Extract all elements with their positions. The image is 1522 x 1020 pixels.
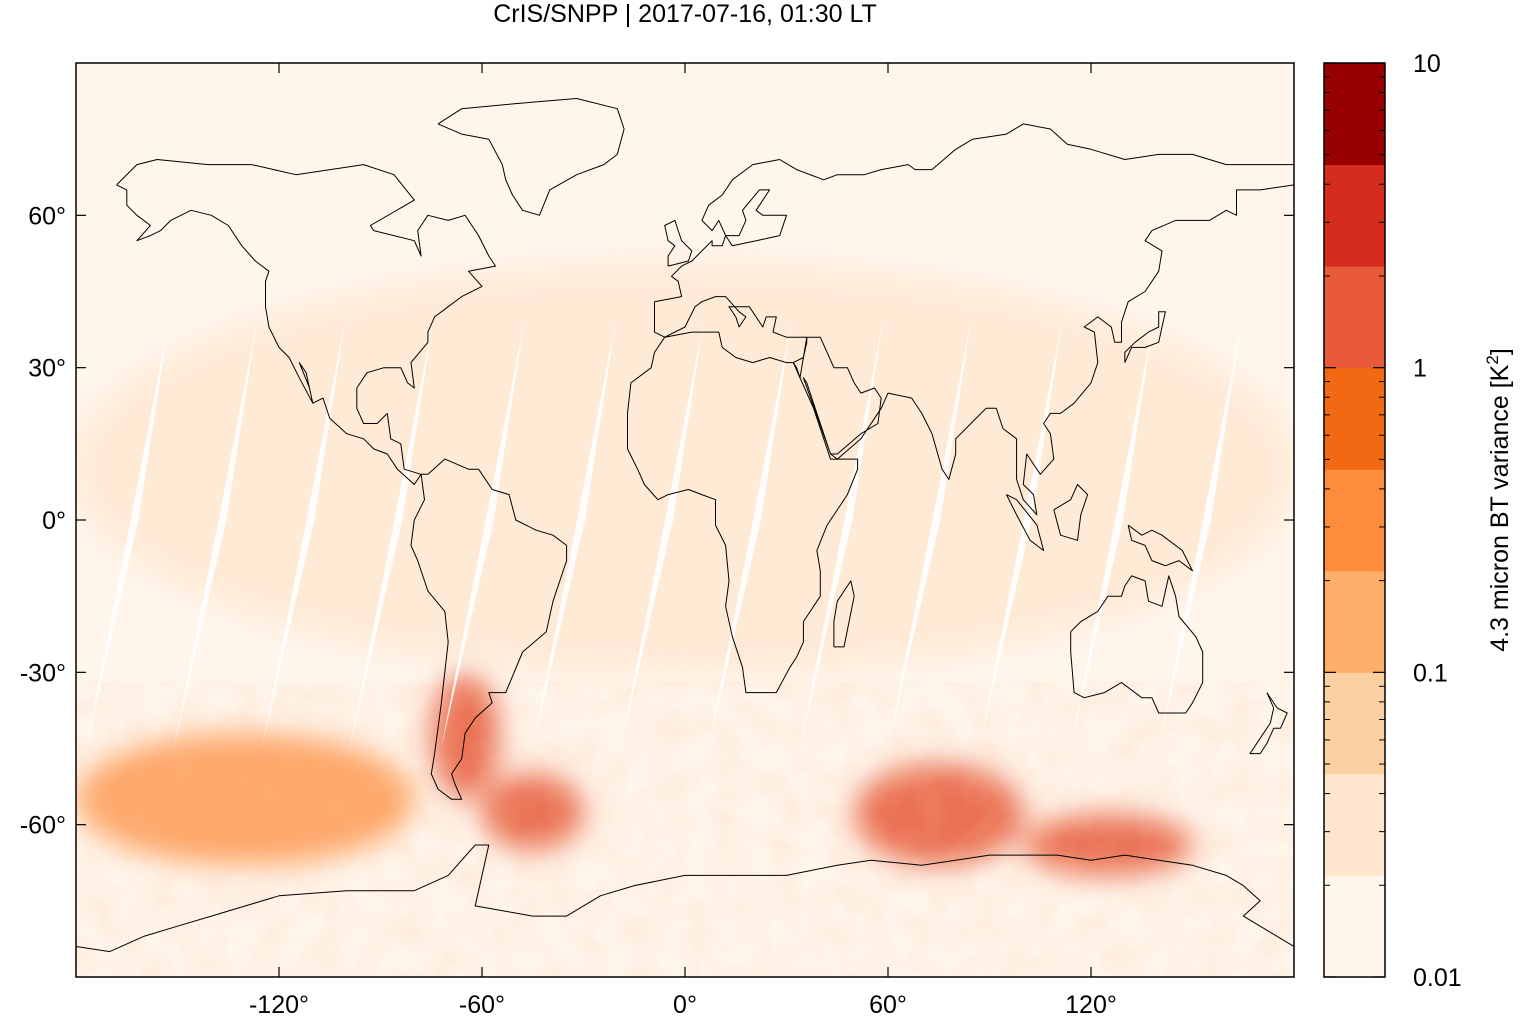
map-area: [76, 63, 1294, 977]
coastline: [1070, 575, 1204, 714]
x-tick-label: 60°: [869, 991, 907, 1019]
colorbar-band: [1324, 266, 1385, 369]
colorbar-frame: [1323, 62, 1386, 978]
coastline: [437, 98, 625, 216]
colorbar-band: [1324, 773, 1385, 876]
coastline: [1053, 484, 1089, 541]
coastline: [664, 219, 693, 267]
coastline: [833, 580, 855, 648]
coastline: [627, 331, 859, 694]
colorbar-bands: [1324, 63, 1385, 978]
y-tick-label: -60°: [20, 812, 66, 840]
colorbar-band: [1324, 164, 1385, 267]
coastline: [654, 123, 1294, 516]
y-tick-label: 30°: [28, 355, 66, 383]
y-axis: 60° 30° 0° -30° -60°: [20, 202, 1294, 840]
colorbar-band: [1324, 570, 1385, 673]
colorbar-tick-label: 10: [1413, 50, 1441, 78]
coastline: [410, 458, 568, 800]
coastlines: [76, 98, 1294, 953]
colorbar-band: [1324, 469, 1385, 572]
colorbar-ticks: 10 1 0.1 0.01: [1324, 50, 1462, 992]
coastline: [76, 844, 1294, 953]
coastline: [1005, 494, 1045, 551]
y-tick-label: 60°: [28, 202, 66, 230]
colorbar-tick-label: 1: [1413, 355, 1427, 383]
colorbar-band: [1324, 875, 1385, 978]
variance-feature: [76, 266, 1294, 673]
colorbar-tick-label: 0.01: [1413, 964, 1462, 992]
x-tick-label: -120°: [249, 991, 309, 1019]
x-tick-label: 0°: [673, 991, 697, 1019]
colorbar: 10 1 0.1 0.01 4.3 micron BT variance [K2]: [1323, 50, 1514, 992]
y-tick-label: 0°: [42, 507, 66, 535]
x-tick-label: -60°: [459, 991, 505, 1019]
colorbar-band: [1324, 367, 1385, 470]
chart-title: CrIS/SNPP | 2017-07-16, 01:30 LT: [493, 0, 877, 28]
x-tick-label: 120°: [1065, 991, 1117, 1019]
coastline: [725, 189, 787, 247]
colorbar-label: 4.3 micron BT variance [K2]: [1483, 348, 1514, 652]
colorbar-tick-label: 0.1: [1413, 659, 1448, 687]
coastline: [116, 159, 496, 485]
variance-texture: [76, 682, 1294, 977]
coastline: [1124, 311, 1166, 363]
x-axis: -120° -60° 0° 60° 120°: [249, 63, 1117, 1019]
y-tick-label: -30°: [20, 659, 66, 687]
colorbar-band: [1324, 672, 1385, 775]
coastline: [1249, 692, 1288, 755]
colorbar-band: [1324, 63, 1385, 166]
coastline: [1127, 524, 1193, 572]
